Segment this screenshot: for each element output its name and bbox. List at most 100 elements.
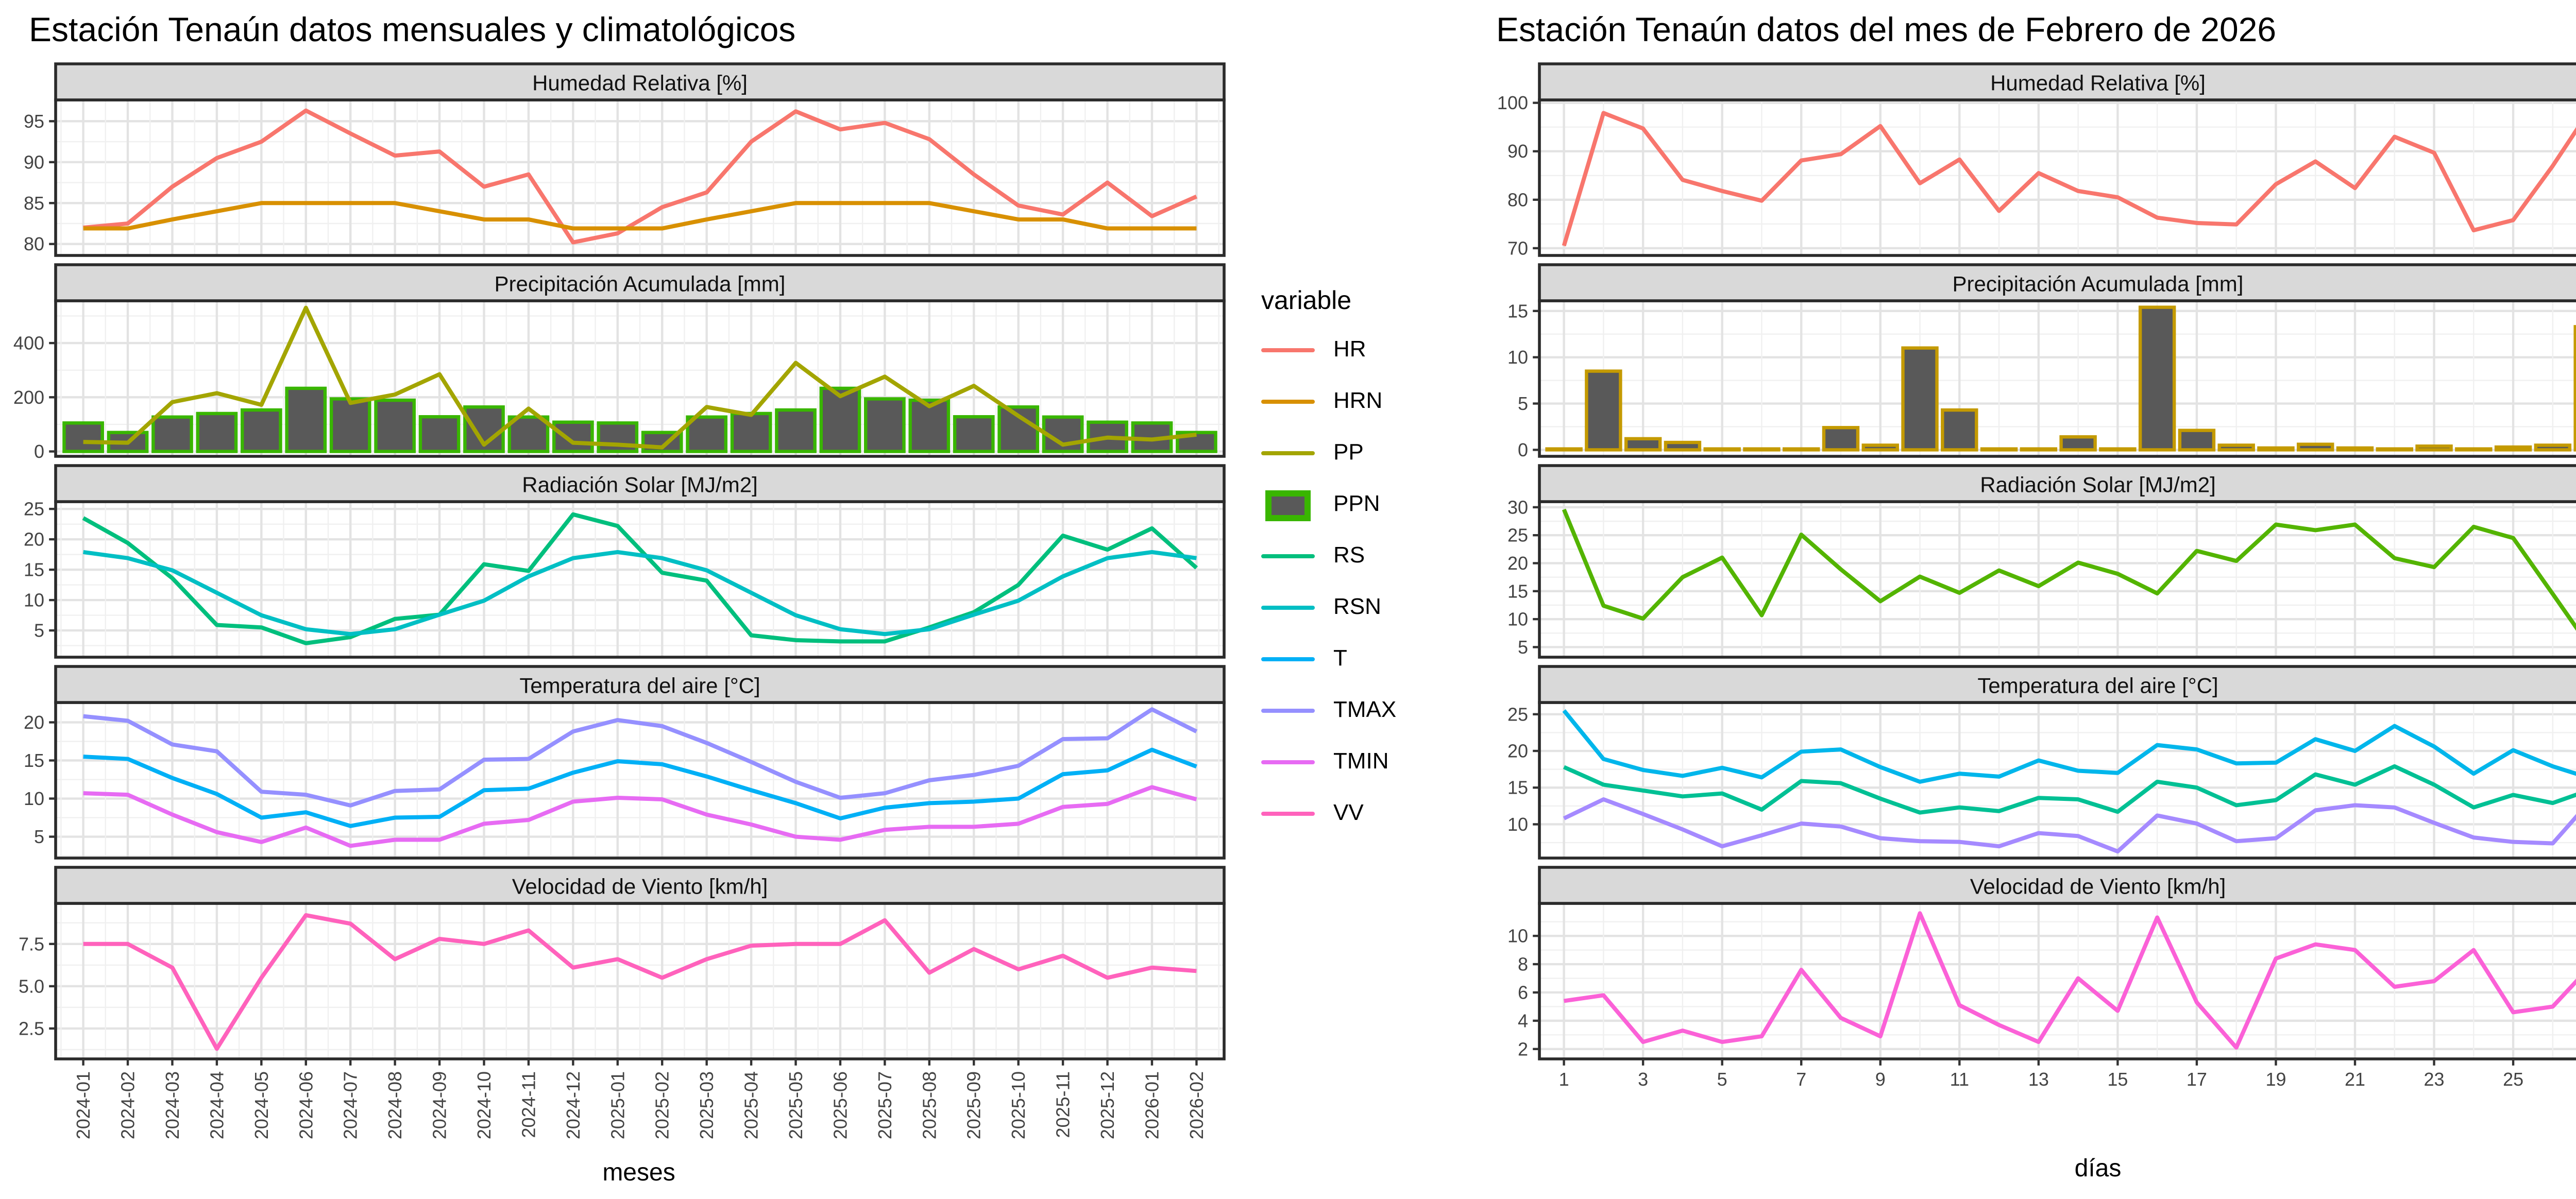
bar-PP xyxy=(2138,305,2176,452)
panel-strip xyxy=(54,263,1226,302)
bar-PPN xyxy=(374,398,416,453)
bar-PP xyxy=(1624,437,1662,452)
y-tick-label: 80 xyxy=(1507,189,1528,210)
x-tick-label: 2024-10 xyxy=(473,1071,495,1139)
panel-strip xyxy=(54,62,1226,101)
legend-swatch xyxy=(1261,347,1315,353)
series-RS-line xyxy=(1562,508,2576,631)
x-tick-label: 2026-01 xyxy=(1141,1071,1162,1139)
bar-PPN xyxy=(730,412,772,453)
y-tick-label: 100 xyxy=(1497,92,1528,113)
legend-item-PP: PP xyxy=(1261,437,1396,470)
x-tick-label: 11 xyxy=(1950,1069,1969,1090)
y-axis-viento: 2.5 5.0 7.5 xyxy=(19,933,56,1039)
panel-temperatura: Temperatura del aire [°C] 5 10 15 20 xyxy=(24,665,1226,860)
bar-PP xyxy=(2099,447,2137,452)
panel-radiacion: Radiación Solar [MJ/m2] 5 10 15 20 25 30 xyxy=(1507,464,2576,659)
bar-PP xyxy=(2494,445,2532,452)
series-PP-bars xyxy=(1545,305,2576,452)
x-tick-label: 2024-06 xyxy=(295,1071,316,1139)
x-axis: 13579111315171921232527 xyxy=(1559,1059,2523,1090)
y-tick-label: 4 xyxy=(1518,1010,1528,1031)
bar-PP xyxy=(1822,426,1860,452)
bar-PP xyxy=(2217,443,2255,452)
bar-PP xyxy=(1703,447,1741,452)
x-tick-label: 2026-02 xyxy=(1186,1071,1207,1139)
x-tick-label: 13 xyxy=(2028,1069,2049,1090)
y-tick-label: 20 xyxy=(24,529,44,550)
legend-item-T: T xyxy=(1261,643,1396,676)
x-tick-label: 2024-01 xyxy=(73,1071,94,1139)
y-axis-radiacion: 5 10 15 20 25 30 xyxy=(1507,496,1539,658)
x-tick-label: 19 xyxy=(2265,1069,2286,1090)
y-tick-label: 0 xyxy=(1518,439,1528,460)
y-tick-label: 0 xyxy=(34,441,44,462)
bar-PPN xyxy=(196,412,238,453)
bar-PPN xyxy=(329,397,371,453)
panel-viento: Velocidad de Viento [km/h] 2 4 6 8 10 xyxy=(1507,866,2576,1060)
series-HR-line xyxy=(83,108,1198,245)
panel-strip-title: Radiación Solar [MJ/m2] xyxy=(1980,473,2216,497)
legend-label: HRN xyxy=(1333,389,1383,414)
bar-PP xyxy=(1861,443,1899,452)
y-tick-label: 2 xyxy=(1518,1038,1528,1059)
legend-label: TMIN xyxy=(1333,750,1389,775)
x-tick-label: 23 xyxy=(2424,1069,2445,1090)
x-tick-label: 2025-04 xyxy=(741,1071,762,1139)
bar-PP xyxy=(1545,447,1583,452)
series-T-line xyxy=(1563,764,2576,815)
panel-temperatura: Temperatura del aire [°C] 10 15 20 25 xyxy=(1507,665,2576,860)
y-tick-label: 400 xyxy=(13,333,44,354)
y-tick-label: 5 xyxy=(34,620,44,641)
legend-item-RS: RS xyxy=(1261,540,1396,573)
legend-key-bar xyxy=(1261,489,1315,520)
legend-key-line xyxy=(1261,347,1315,353)
x-tick-label: 2025-11 xyxy=(1053,1071,1074,1138)
series-PPN-bars xyxy=(62,386,1217,453)
x-tick-label: 9 xyxy=(1875,1069,1886,1090)
legend-label: TMAX xyxy=(1333,698,1397,723)
panel-background xyxy=(1539,502,2576,657)
chart-february-xlabel: días xyxy=(2074,1154,2122,1183)
bar-PP xyxy=(1585,369,1622,452)
panel-strip-title: Velocidad de Viento [km/h] xyxy=(512,875,768,899)
y-tick-label: 15 xyxy=(24,559,44,580)
legend-label: RS xyxy=(1333,544,1365,569)
legend-title: variable xyxy=(1261,286,1352,315)
y-tick-label: 10 xyxy=(24,590,44,611)
x-tick-label: 2025-10 xyxy=(1008,1071,1029,1139)
x-axis: 2024-01 2024-02 2024-03 2024-04 2024-05 2024-… xyxy=(73,1059,1207,1139)
x-tick-label: 2024-09 xyxy=(429,1071,450,1139)
legend-label: HR xyxy=(1333,338,1366,363)
bar-PPN xyxy=(151,415,193,453)
legend-swatch xyxy=(1261,605,1315,611)
legend-item-HRN: HRN xyxy=(1261,385,1396,418)
y-tick-label: 10 xyxy=(1507,347,1528,368)
bar-PPN xyxy=(775,408,817,453)
chart-monthly-title: Estación Tenaún datos mensuales y climat… xyxy=(29,12,796,49)
bar-PPN xyxy=(240,408,282,453)
legend-swatch xyxy=(1261,811,1315,817)
y-axis-temperatura: 5 10 15 20 xyxy=(24,712,56,847)
y-tick-label: 30 xyxy=(1507,496,1528,518)
panel-strip xyxy=(1538,464,2576,503)
y-tick-label: 80 xyxy=(24,233,44,254)
legend-item-TMIN: TMIN xyxy=(1261,746,1396,779)
x-tick-label: 2024-08 xyxy=(384,1071,405,1139)
bar-PP xyxy=(1941,408,1978,452)
y-tick-label: 25 xyxy=(24,499,44,520)
legend-key-line xyxy=(1261,450,1315,456)
y-tick-label: 10 xyxy=(24,788,44,809)
y-tick-label: 70 xyxy=(1507,237,1528,259)
x-tick-label: 2024-12 xyxy=(563,1071,584,1139)
x-tick-label: 2025-09 xyxy=(963,1071,985,1139)
legend-label: RSN xyxy=(1333,595,1381,620)
panel-radiacion: Radiación Solar [MJ/m2] 5 10 15 20 25 xyxy=(24,464,1226,659)
x-tick-label: 21 xyxy=(2345,1069,2365,1090)
legend-swatch xyxy=(1261,450,1315,456)
panel-strip-title: Velocidad de Viento [km/h] xyxy=(1970,875,2226,899)
x-tick-label: 15 xyxy=(2107,1069,2128,1090)
legend-item-VV: VV xyxy=(1261,797,1396,830)
